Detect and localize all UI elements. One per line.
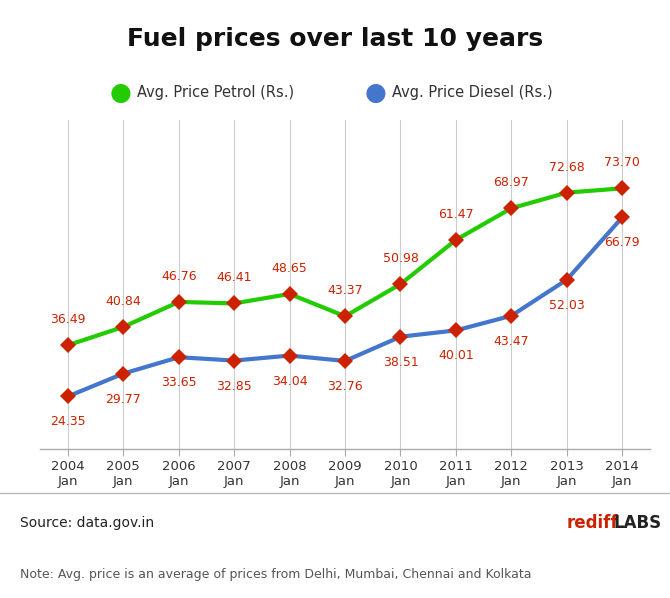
Text: 34.04: 34.04 [272, 374, 308, 388]
Text: 46.76: 46.76 [161, 270, 196, 283]
Text: 66.79: 66.79 [604, 236, 640, 249]
Text: 73.70: 73.70 [604, 156, 640, 169]
Text: 46.41: 46.41 [216, 271, 252, 285]
Text: ●: ● [364, 81, 386, 105]
Text: 33.65: 33.65 [161, 376, 196, 389]
Text: 24.35: 24.35 [50, 416, 86, 428]
Text: 48.65: 48.65 [272, 262, 308, 275]
Text: Avg. Price Diesel (Rs.): Avg. Price Diesel (Rs.) [392, 85, 553, 100]
Text: 32.76: 32.76 [327, 380, 363, 393]
Text: Fuel prices over last 10 years: Fuel prices over last 10 years [127, 27, 543, 51]
Text: 72.68: 72.68 [549, 161, 585, 173]
Text: ●: ● [110, 81, 131, 105]
Text: 38.51: 38.51 [383, 356, 418, 369]
Text: LABS: LABS [614, 514, 662, 532]
Text: 52.03: 52.03 [549, 298, 585, 312]
Text: Avg. Price Petrol (Rs.): Avg. Price Petrol (Rs.) [137, 85, 295, 100]
Text: 50.98: 50.98 [383, 252, 418, 265]
Text: 40.84: 40.84 [105, 295, 141, 308]
Text: 29.77: 29.77 [105, 392, 141, 405]
Text: 61.47: 61.47 [438, 208, 474, 221]
Text: 36.49: 36.49 [50, 313, 86, 327]
Text: Note: Avg. price is an average of prices from Delhi, Mumbai, Chennai and Kolkata: Note: Avg. price is an average of prices… [20, 569, 531, 581]
Text: 68.97: 68.97 [494, 176, 529, 190]
Text: 40.01: 40.01 [438, 349, 474, 362]
Text: 32.85: 32.85 [216, 380, 252, 392]
Text: rediff: rediff [566, 514, 618, 532]
Text: 43.47: 43.47 [494, 335, 529, 348]
Text: Source: data.gov.in: Source: data.gov.in [20, 515, 154, 530]
Text: 43.37: 43.37 [327, 284, 363, 297]
